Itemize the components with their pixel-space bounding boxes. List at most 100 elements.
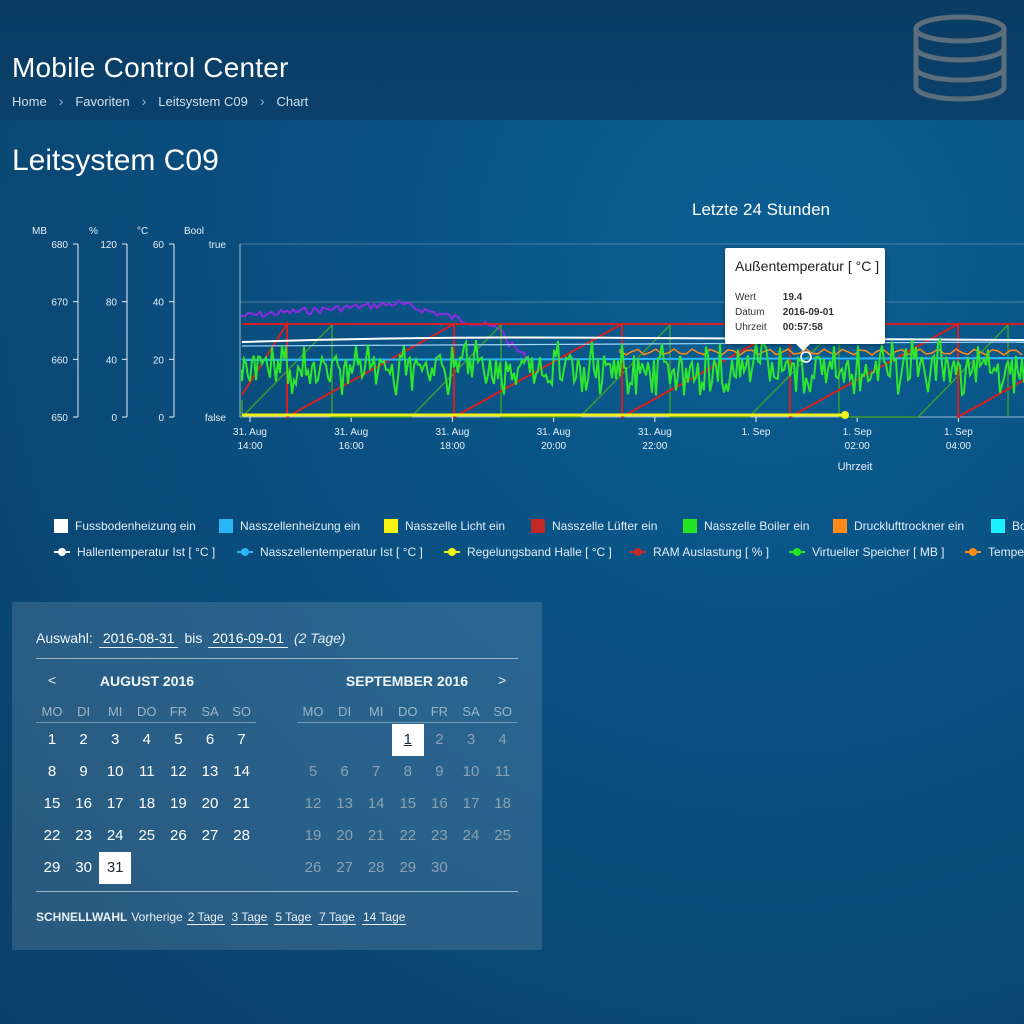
calendar-day[interactable]: 11 <box>494 763 511 780</box>
calendar-day[interactable]: 1 <box>47 731 57 748</box>
calendar-day[interactable]: 21 <box>233 795 250 812</box>
calendar-day[interactable]: 6 <box>205 731 215 748</box>
x-tick-label: 1. Sep <box>944 427 973 438</box>
next-month-button[interactable]: > <box>498 672 507 688</box>
chart-tooltip: Außentemperatur [ °C ] Wert 19.4 Datum 2… <box>725 248 885 344</box>
date-to-input[interactable]: 2016-09-01 <box>208 630 288 648</box>
calendar-day[interactable]: 24 <box>462 827 480 844</box>
calendar-day[interactable]: 24 <box>106 827 124 844</box>
calendar-day[interactable]: 8 <box>403 763 412 780</box>
calendar-day[interactable]: 17 <box>106 795 124 812</box>
hover-marker <box>800 351 812 363</box>
calendar-day[interactable]: 4 <box>142 731 151 748</box>
breadcrumb-home[interactable]: Home <box>12 93 47 109</box>
calendar-day[interactable]: 14 <box>233 763 250 780</box>
calendar-day[interactable]: 1 <box>391 724 424 756</box>
legend-item[interactable]: Fussbodenheizung ein <box>54 519 196 533</box>
calendar-day[interactable]: 26 <box>170 827 187 844</box>
calendar-day[interactable]: 27 <box>201 827 219 844</box>
selection-label: Auswahl: <box>36 630 93 646</box>
calendar-day[interactable]: 6 <box>340 763 349 780</box>
x-tick-label: 02:00 <box>845 441 870 452</box>
calendar-day[interactable]: 31 <box>99 852 132 884</box>
calendar-day[interactable]: 10 <box>106 763 124 780</box>
calendar-day[interactable]: 10 <box>462 763 480 780</box>
calendar-day[interactable]: 11 <box>139 763 155 780</box>
calendar-day[interactable]: 20 <box>201 795 219 812</box>
calendar-day[interactable]: 19 <box>304 827 322 844</box>
calendar-day[interactable]: 25 <box>138 827 156 844</box>
calendar-day[interactable]: 2 <box>435 731 444 748</box>
calendar-day[interactable]: 22 <box>43 827 61 844</box>
breadcrumb-favoriten[interactable]: Favoriten <box>75 93 130 109</box>
y-tick-label: 0 <box>158 413 164 424</box>
calendar-day[interactable]: 12 <box>170 763 187 780</box>
calendar-day[interactable]: 17 <box>462 795 480 812</box>
chevron-right-icon: › <box>259 93 265 109</box>
legend-swatch <box>531 519 545 533</box>
date-from-input[interactable]: 2016-08-31 <box>98 630 179 648</box>
calendar-day[interactable]: 27 <box>336 859 353 876</box>
legend-item[interactable]: Temper <box>965 545 1024 559</box>
calendar-day[interactable]: 26 <box>304 859 322 876</box>
calendar-day[interactable]: 5 <box>174 731 183 748</box>
calendar-day[interactable]: 5 <box>308 763 318 780</box>
legend-item[interactable]: Drucklufttrockner ein <box>833 519 964 533</box>
calendar-day[interactable]: 9 <box>79 763 88 780</box>
prev-month-button[interactable]: < <box>48 672 57 688</box>
legend-item[interactable]: Nasszelle Lüfter ein <box>531 519 657 533</box>
calendar-day[interactable]: 18 <box>138 795 156 812</box>
calendar-day[interactable]: 12 <box>304 795 322 812</box>
weekday-header: DO <box>137 704 157 719</box>
legend-item[interactable]: Virtueller Speicher [ MB ] <box>789 545 945 559</box>
calendar-day[interactable]: 16 <box>431 795 448 812</box>
tooltip-key: Wert <box>735 292 756 303</box>
calendar-day[interactable]: 28 <box>233 827 250 844</box>
calendar-day[interactable]: 16 <box>75 795 92 812</box>
legend-item[interactable]: Regelungsband Halle [ °C ] <box>444 545 612 559</box>
calendar-day[interactable]: 15 <box>43 795 61 812</box>
calendar-day[interactable]: 7 <box>237 731 246 748</box>
calendar-day[interactable]: 7 <box>372 763 381 780</box>
weekday-header: FR <box>430 704 449 719</box>
calendar-day[interactable]: 30 <box>431 859 448 876</box>
quick-2-days-button[interactable]: 2 Tage <box>186 910 225 925</box>
breadcrumb-leitsystem[interactable]: Leitsystem C09 <box>158 93 248 109</box>
calendar-day[interactable]: 29 <box>399 859 417 876</box>
calendar-day[interactable]: 28 <box>367 859 385 876</box>
legend-item[interactable]: Nasszellentemperatur Ist [ °C ] <box>237 545 423 559</box>
tooltip-row: Uhrzeit 00:57:58 <box>735 322 823 333</box>
calendar-day[interactable]: 9 <box>435 763 444 780</box>
legend-item[interactable]: Bo <box>991 519 1024 533</box>
calendar-day[interactable]: 18 <box>494 795 511 812</box>
calendar-day[interactable]: 13 <box>336 795 353 812</box>
calendar-day[interactable]: 3 <box>466 731 476 748</box>
quick-14-days-button[interactable]: 14 Tage <box>361 910 407 925</box>
calendar-day[interactable]: 3 <box>111 731 120 748</box>
calendar-day[interactable]: 20 <box>336 827 353 844</box>
legend-item[interactable]: Hallentemperatur Ist [ °C ] <box>54 545 215 559</box>
chart-title: Letzte 24 Stunden <box>692 200 830 219</box>
legend-item[interactable]: Nasszellenheizung ein <box>219 519 360 533</box>
calendar-day[interactable]: 25 <box>494 827 511 844</box>
calendar-day[interactable]: 4 <box>498 731 507 748</box>
legend-item[interactable]: RAM Auslastung [ % ] <box>630 545 769 559</box>
calendar-day[interactable]: 23 <box>75 827 92 844</box>
calendar-day[interactable]: 29 <box>43 859 61 876</box>
legend-item[interactable]: Nasszelle Licht ein <box>384 519 505 533</box>
calendar-day[interactable]: 30 <box>75 859 92 876</box>
database-icon[interactable] <box>912 12 1008 104</box>
calendar-day[interactable]: 22 <box>399 827 417 844</box>
calendar-day[interactable]: 2 <box>79 731 88 748</box>
quick-5-days-button[interactable]: 5 Tage <box>274 910 313 925</box>
calendar-day[interactable]: 13 <box>201 763 219 780</box>
calendar-day[interactable]: 14 <box>367 795 385 812</box>
calendar-day[interactable]: 15 <box>399 795 417 812</box>
quick-7-days-button[interactable]: 7 Tage <box>318 910 356 925</box>
calendar-day[interactable]: 8 <box>47 763 57 780</box>
calendar-day[interactable]: 21 <box>367 827 385 844</box>
quick-3-days-button[interactable]: 3 Tage <box>230 910 269 925</box>
calendar-day[interactable]: 23 <box>431 827 448 844</box>
legend-item[interactable]: Nasszelle Boiler ein <box>683 519 809 533</box>
calendar-day[interactable]: 19 <box>170 795 187 812</box>
